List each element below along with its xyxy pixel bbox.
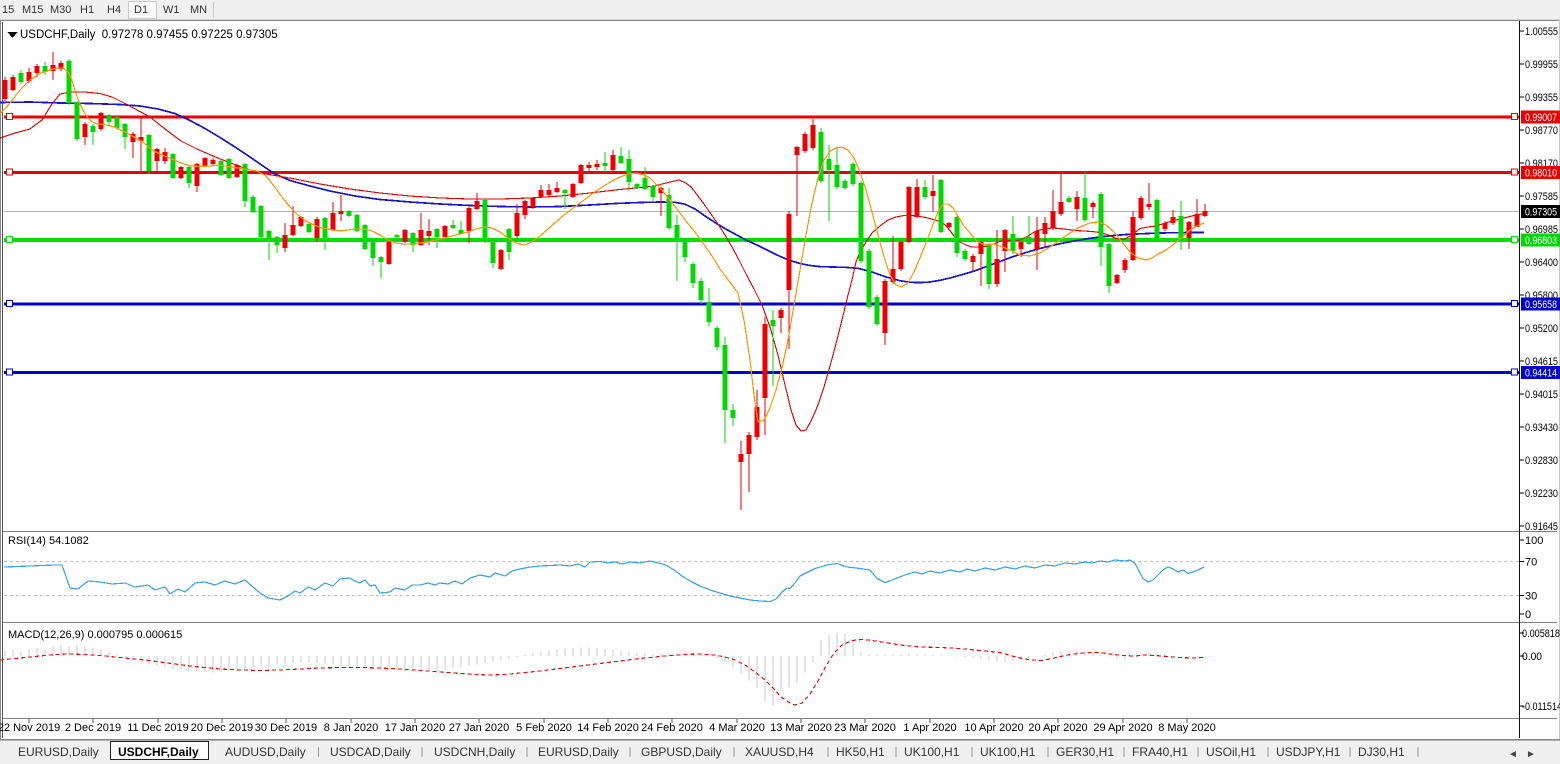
svg-text:0.91645: 0.91645 — [1525, 521, 1558, 533]
svg-text:0.94015: 0.94015 — [1525, 389, 1558, 401]
svg-text:H1: H1 — [80, 4, 94, 16]
svg-text:0.96400: 0.96400 — [1525, 257, 1558, 269]
svg-text:◄: ◄ — [1508, 749, 1518, 760]
svg-text:22 Nov 2019: 22 Nov 2019 — [0, 722, 60, 734]
svg-text:0.92830: 0.92830 — [1525, 455, 1558, 467]
svg-text:0.95200: 0.95200 — [1525, 323, 1558, 335]
svg-text:13 Mar 2020: 13 Mar 2020 — [770, 722, 832, 734]
svg-text:27 Jan 2020: 27 Jan 2020 — [449, 722, 510, 734]
svg-text:8 May 2020: 8 May 2020 — [1158, 722, 1215, 734]
svg-text:0.94615: 0.94615 — [1525, 356, 1558, 368]
svg-text:UK100,H1: UK100,H1 — [980, 745, 1036, 759]
svg-text:DJ30,H1: DJ30,H1 — [1358, 745, 1405, 759]
svg-text:RSI(14) 54.1082: RSI(14) 54.1082 — [8, 535, 89, 547]
svg-text:GER30,H1: GER30,H1 — [1056, 745, 1114, 759]
svg-text:USOil,H1: USOil,H1 — [1206, 745, 1256, 759]
svg-text:14 Feb 2020: 14 Feb 2020 — [577, 722, 639, 734]
svg-text:0.97305: 0.97305 — [1525, 207, 1557, 219]
svg-text:0.96803: 0.96803 — [1525, 235, 1557, 247]
svg-text:USDCNH,Daily: USDCNH,Daily — [434, 745, 515, 759]
svg-text:USDCHF,Daily 0.97278 0.97455: USDCHF,Daily 0.97278 0.97455 0.97225 0.9… — [20, 29, 278, 41]
svg-text:0.93430: 0.93430 — [1525, 422, 1558, 434]
svg-text:-0.011514: -0.011514 — [1522, 701, 1560, 713]
svg-text:AUDUSD,Daily: AUDUSD,Daily — [225, 745, 306, 759]
svg-text:USDCAD,Daily: USDCAD,Daily — [330, 745, 411, 759]
svg-text:1 Apr 2020: 1 Apr 2020 — [903, 722, 956, 734]
svg-text:0.96985: 0.96985 — [1525, 224, 1558, 236]
svg-text:0.98010: 0.98010 — [1525, 168, 1557, 180]
svg-text:W1: W1 — [163, 4, 180, 16]
svg-text:0.92230: 0.92230 — [1525, 488, 1558, 500]
svg-text:MACD(12,26,9) 0.000795 0.00061: MACD(12,26,9) 0.000795 0.000615 — [8, 629, 182, 641]
svg-text:0.00: 0.00 — [1522, 651, 1542, 663]
svg-text:FRA40,H1: FRA40,H1 — [1132, 745, 1188, 759]
svg-text:►: ► — [1526, 749, 1536, 760]
svg-text:EURUSD,Daily: EURUSD,Daily — [18, 745, 99, 759]
svg-text:0.95658: 0.95658 — [1525, 299, 1557, 311]
svg-text:100: 100 — [1525, 535, 1543, 547]
svg-text:0.98770: 0.98770 — [1525, 125, 1558, 137]
svg-text:20 Apr 2020: 20 Apr 2020 — [1028, 722, 1087, 734]
svg-text:5 Feb 2020: 5 Feb 2020 — [516, 722, 572, 734]
svg-text:USDCHF,Daily: USDCHF,Daily — [118, 745, 199, 759]
svg-text:0.97585: 0.97585 — [1525, 191, 1558, 203]
svg-text:24 Feb 2020: 24 Feb 2020 — [641, 722, 703, 734]
svg-text:EURUSD,Daily: EURUSD,Daily — [538, 745, 619, 759]
svg-text:HK50,H1: HK50,H1 — [836, 745, 885, 759]
svg-text:17 Jan 2020: 17 Jan 2020 — [385, 722, 446, 734]
svg-text:0: 0 — [1525, 609, 1531, 621]
svg-text:0.005818: 0.005818 — [1522, 628, 1560, 640]
svg-text:0.94414: 0.94414 — [1525, 368, 1557, 380]
svg-text:4 Mar 2020: 4 Mar 2020 — [709, 722, 765, 734]
svg-text:10 Apr 2020: 10 Apr 2020 — [964, 722, 1023, 734]
svg-text:GBPUSD,Daily: GBPUSD,Daily — [641, 745, 722, 759]
svg-text:11 Dec 2019: 11 Dec 2019 — [127, 722, 189, 734]
svg-text:0.99955: 0.99955 — [1525, 59, 1558, 71]
svg-text:20 Dec 2019: 20 Dec 2019 — [191, 722, 253, 734]
svg-text:0.99355: 0.99355 — [1525, 92, 1558, 104]
svg-text:MN: MN — [190, 4, 207, 16]
svg-text:8 Jan 2020: 8 Jan 2020 — [324, 722, 378, 734]
svg-text:0.99007: 0.99007 — [1525, 112, 1557, 124]
svg-text:D1: D1 — [134, 4, 148, 16]
svg-text:M15: M15 — [22, 4, 43, 16]
svg-text:XAUUSD,H4: XAUUSD,H4 — [745, 745, 814, 759]
svg-text:23 Mar 2020: 23 Mar 2020 — [834, 722, 896, 734]
svg-text:15: 15 — [2, 4, 14, 16]
svg-text:H4: H4 — [107, 4, 121, 16]
svg-text:29 Apr 2020: 29 Apr 2020 — [1093, 722, 1152, 734]
svg-text:30 Dec 2019: 30 Dec 2019 — [255, 722, 317, 734]
svg-text:2 Dec 2019: 2 Dec 2019 — [65, 722, 121, 734]
svg-text:USDJPY,H1: USDJPY,H1 — [1276, 745, 1341, 759]
svg-text:1.00555: 1.00555 — [1525, 26, 1558, 38]
svg-text:UK100,H1: UK100,H1 — [904, 745, 960, 759]
svg-text:M30: M30 — [50, 4, 71, 16]
svg-text:30: 30 — [1525, 591, 1537, 603]
svg-text:70: 70 — [1525, 557, 1537, 569]
